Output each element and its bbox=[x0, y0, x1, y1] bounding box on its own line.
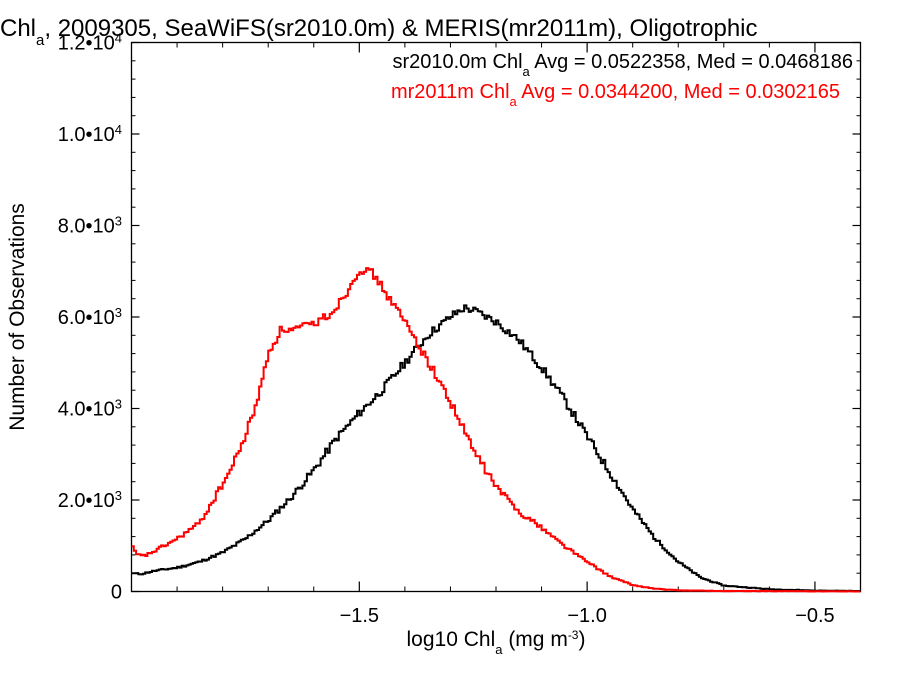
xlabel-part-5: ) bbox=[578, 628, 585, 651]
title-chl: Chl bbox=[0, 15, 36, 42]
y-tick-mantissa: 1.2•10 bbox=[58, 33, 115, 55]
legend-mr-sub: a bbox=[510, 94, 518, 109]
x-axis-label: log10 Chla (mg m-3) bbox=[407, 628, 586, 657]
title-rest: , 2009305, SeaWiFS(sr2010.0m) & MERIS(mr… bbox=[44, 15, 757, 42]
y-tick-mantissa: 4.0•10 bbox=[58, 399, 115, 421]
legend-sr-1: sr2010.0m Chl bbox=[392, 51, 522, 73]
y-axis-label: Number of Observations bbox=[6, 203, 29, 431]
y-tick-exponent: 3 bbox=[115, 305, 122, 320]
legend-stats-sr2010: sr2010.0m Chla Avg = 0.0522358, Med = 0.… bbox=[392, 51, 853, 79]
y-tick-label: 0 bbox=[111, 582, 122, 604]
y-tick-mantissa: 1.0•10 bbox=[58, 124, 115, 146]
legend-stats-mr2011: mr2011m Chla Avg = 0.0344200, Med = 0.03… bbox=[391, 81, 840, 109]
y-tick-exponent: 3 bbox=[115, 488, 122, 503]
y-tick-exponent: 4 bbox=[115, 30, 122, 45]
legend-sr-sub: a bbox=[523, 64, 531, 79]
series-lines bbox=[131, 267, 861, 593]
x-tick-label: −1.0 bbox=[567, 605, 606, 627]
series-line-mr2011m bbox=[131, 267, 861, 593]
y-tick-label: 4.0•103 bbox=[58, 396, 122, 421]
y-tick-labels: 02.0•1034.0•1036.0•1038.0•1031.0•1041.2•… bbox=[58, 30, 122, 604]
series-line-sr2010.0m bbox=[131, 304, 861, 593]
legend-sr-3: Avg = 0.0522358, Med = 0.0468186 bbox=[530, 51, 853, 73]
x-tick-label: −0.5 bbox=[795, 605, 834, 627]
x-tick-labels: −1.5 −1.0 −0.5 bbox=[340, 605, 835, 627]
y-tick-exponent: 3 bbox=[115, 396, 122, 411]
xlabel-subscript: a bbox=[495, 642, 503, 657]
y-tick-label: 2.0•103 bbox=[58, 488, 122, 513]
y-tick-mantissa: 8.0•10 bbox=[58, 216, 115, 238]
y-tick-label: 1.2•104 bbox=[58, 30, 122, 55]
plot-frame bbox=[130, 41, 862, 593]
chart-title: Chla, 2009305, SeaWiFS(sr2010.0m) & MERI… bbox=[0, 15, 758, 49]
y-tick-exponent: 4 bbox=[115, 122, 122, 137]
y-tick-mantissa: 6.0•10 bbox=[58, 307, 115, 329]
y-tick-exponent: 3 bbox=[115, 213, 122, 228]
axis-ticks bbox=[131, 41, 861, 593]
legend-mr-3: Avg = 0.0344200, Med = 0.0302165 bbox=[517, 81, 840, 103]
xlabel-part-1: log10 Chl bbox=[407, 628, 496, 651]
xlabel-superscript: -3 bbox=[568, 628, 579, 642]
legend-mr-1: mr2011m Chl bbox=[391, 81, 510, 103]
y-tick-label: 1.0•104 bbox=[58, 122, 122, 147]
xlabel-part-3: (mg m bbox=[502, 628, 567, 651]
y-tick-mantissa: 2.0•10 bbox=[58, 490, 115, 512]
y-tick-mantissa: 0 bbox=[111, 582, 122, 604]
y-tick-label: 8.0•103 bbox=[58, 213, 122, 238]
title-subscript: a bbox=[36, 32, 45, 49]
y-tick-label: 6.0•103 bbox=[58, 305, 122, 330]
x-tick-label: −1.5 bbox=[340, 605, 379, 627]
